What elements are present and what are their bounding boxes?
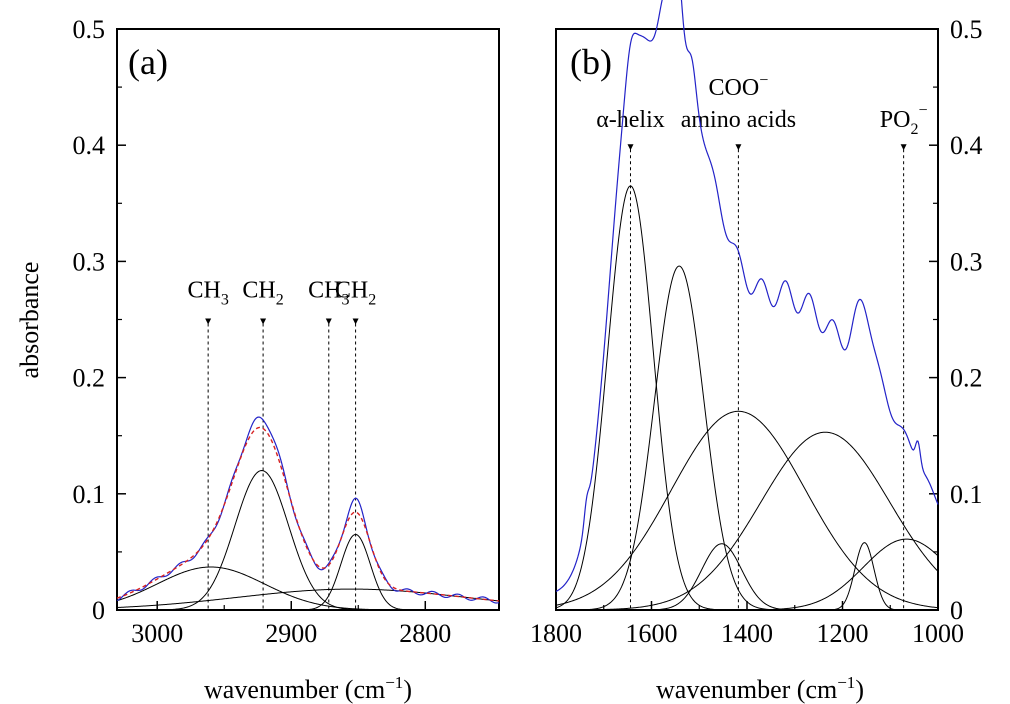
panel-b-x-axis-label: wavenumber (cm−1) (656, 673, 864, 704)
y-tick-label: 0.2 (73, 364, 106, 393)
panel-b-tag: (b) (570, 42, 612, 82)
annotation-label: CH2 (242, 278, 283, 309)
x-tick-label: 1400 (721, 619, 773, 648)
component-band-2 (117, 470, 499, 611)
component-band-7 (556, 538, 939, 611)
panel-a-frame (116, 28, 500, 611)
component-band-5 (556, 431, 939, 611)
x-tick-label: 1600 (626, 619, 678, 648)
y-tick-label: 0.5 (950, 15, 983, 44)
y-tick-label: 0 (92, 596, 105, 625)
annotation-label: α-helix (596, 107, 665, 133)
annotation-label-line-1: COO− (709, 72, 769, 101)
x-tick-label: 3000 (131, 619, 183, 648)
panel-a-tag: (a) (128, 42, 168, 82)
x-tick-label: 1000 (912, 619, 964, 648)
component-band-1 (555, 185, 938, 611)
annotation-arrow-icon (260, 318, 267, 325)
panel-a-y-axis-label: absorbance (15, 262, 44, 379)
component-band-4 (555, 410, 939, 609)
y-tick-label: 0.5 (73, 15, 106, 44)
annotation-label: CH3 (308, 278, 349, 309)
x-tick-label: 2800 (399, 619, 451, 648)
panel-b-annotation-lines (627, 144, 907, 610)
x-tick-label: 1800 (530, 619, 582, 648)
y-tick-label: 0.3 (73, 247, 106, 276)
y-tick-label: 0.4 (950, 131, 983, 160)
y-tick-label: 0 (950, 596, 963, 625)
panel-a-component-bands (116, 470, 500, 611)
annotation-arrow-icon (900, 144, 907, 151)
y-tick-label: 0.1 (73, 480, 106, 509)
y-tick-label: 0.2 (950, 364, 983, 393)
annotation-label: CH3 (187, 278, 228, 309)
x-tick-label: 1200 (817, 619, 869, 648)
annotation-arrow-icon (352, 318, 359, 325)
annotation-label: PO2− (880, 102, 928, 138)
x-tick-label: 2900 (265, 619, 317, 648)
panel-a-ticks: 3000 2900 2800 0 0.1 0.2 0.3 0.4 0.5 (73, 15, 452, 648)
measured-spectrum (555, 0, 939, 592)
component-band-4 (116, 588, 500, 608)
y-tick-label: 0.3 (950, 247, 983, 276)
fitted-spectrum (116, 426, 500, 602)
panel-a-annotation-lines (205, 318, 359, 610)
panel-b-component-bands (555, 185, 939, 611)
annotation-arrow-icon (205, 318, 212, 325)
component-band-3 (117, 533, 499, 611)
panel-a-x-axis-label: wavenumber (cm−1) (204, 673, 412, 704)
component-band-2 (556, 265, 938, 611)
annotation-arrow-icon (325, 318, 332, 325)
y-tick-label: 0.1 (950, 480, 983, 509)
annotation-arrow-icon (735, 144, 742, 151)
measured-spectrum (116, 416, 500, 604)
y-tick-label: 0.4 (73, 131, 106, 160)
annotation-arrow-icon (627, 144, 634, 151)
annotation-label: CH2 (335, 278, 376, 309)
